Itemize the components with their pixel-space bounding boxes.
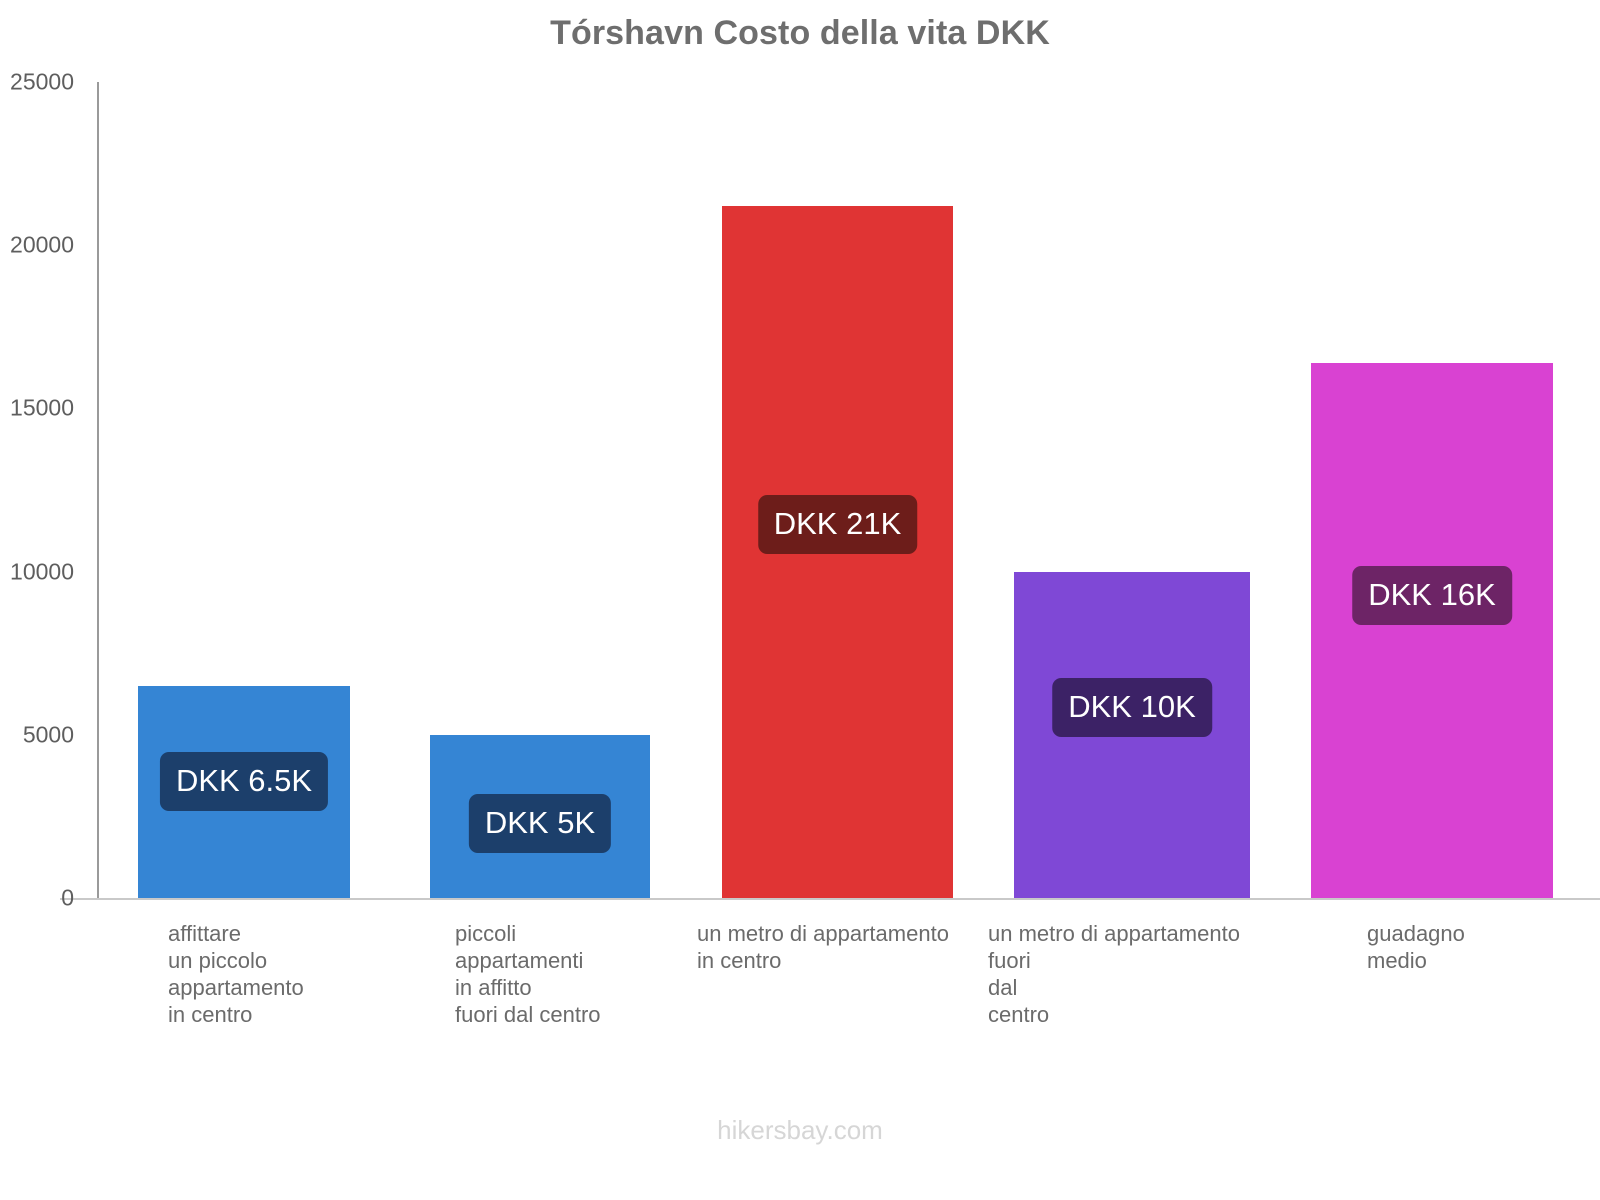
y-axis-tick-label: 25000 [10, 68, 74, 95]
y-axis-tick-label: 5000 [22, 721, 74, 748]
x-axis-category-label: piccoli appartamenti in affitto fuori da… [455, 921, 601, 1027]
bar-value-label: DKK 10K [1052, 677, 1212, 737]
y-axis-tick-label: 20000 [10, 231, 74, 258]
x-axis-category-label: un metro di appartamento in centro [697, 921, 949, 973]
y-axis-line [97, 82, 99, 899]
bar[interactable]: DKK 16K [1311, 362, 1553, 898]
bar-value-label: DKK 5K [468, 793, 612, 853]
bar-value-label: DKK 16K [1352, 565, 1512, 625]
plot-area: DKK 6.5K DKK 5K DKK 21K DKK 10K DKK 16K [97, 82, 1565, 898]
x-axis-category-label: un metro di appartamento fuori dal centr… [988, 921, 1240, 1027]
bar-rect[interactable] [1311, 362, 1553, 898]
bar-value-label: DKK 6.5K [159, 751, 329, 811]
chart-title: Tórshavn Costo della vita DKK [550, 14, 1050, 52]
y-axis-tick-label: 10000 [10, 558, 74, 585]
bar[interactable]: DKK 6.5K [138, 685, 350, 898]
y-axis-tick-label: 0 [61, 884, 74, 911]
bar[interactable]: DKK 21K [722, 206, 953, 898]
y-axis-tick-mark [83, 898, 97, 899]
y-axis-tick-label: 15000 [10, 394, 74, 421]
footer-source: hikersbay.com [717, 1115, 883, 1145]
x-axis-category-label: guadagno medio [1367, 921, 1465, 973]
x-axis-category-label: affittare un piccolo appartamento in cen… [168, 921, 304, 1027]
bar-value-label: DKK 21K [757, 495, 918, 555]
x-axis-line [60, 898, 1600, 900]
bar[interactable]: DKK 10K [1014, 571, 1250, 898]
bar[interactable]: DKK 5K [430, 734, 650, 898]
